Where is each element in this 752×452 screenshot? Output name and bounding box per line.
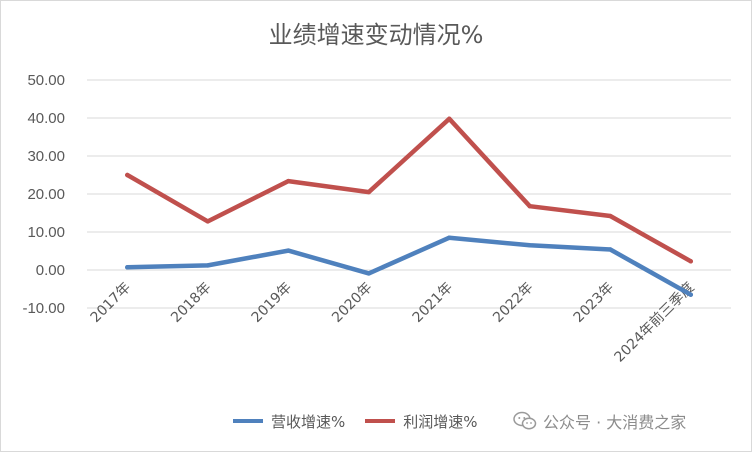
- x-tick-label: 2017年: [88, 280, 134, 326]
- x-tick-label: 2021年: [410, 280, 456, 326]
- data-point[interactable]: [608, 247, 613, 252]
- legend-label-revenue: 营收增速%: [271, 412, 346, 431]
- series-line-revenue[interactable]: [125, 235, 694, 297]
- data-point[interactable]: [447, 235, 452, 240]
- data-point[interactable]: [688, 259, 693, 264]
- x-tick-label: 2018年: [168, 280, 214, 326]
- legend-label-profit: 利润增速%: [403, 412, 478, 431]
- data-point[interactable]: [366, 189, 371, 195]
- data-point[interactable]: [125, 265, 130, 270]
- x-tick-label: 2023年: [571, 280, 617, 326]
- series-line-profit[interactable]: [125, 116, 694, 264]
- y-tick-label: -10.00: [22, 300, 65, 317]
- data-point[interactable]: [447, 116, 452, 121]
- chart-title: 业绩增速变动情况%: [268, 21, 484, 49]
- data-point[interactable]: [527, 203, 532, 209]
- x-tick-label: 2019年: [249, 280, 295, 326]
- data-point[interactable]: [205, 263, 210, 268]
- data-point[interactable]: [688, 292, 693, 297]
- data-point[interactable]: [608, 213, 613, 219]
- data-point[interactable]: [366, 271, 371, 276]
- y-tick-label: 10.00: [27, 224, 65, 241]
- y-tick-label: 30.00: [27, 148, 65, 165]
- y-tick-label: 20.00: [27, 186, 65, 203]
- legend-swatch-revenue: [233, 419, 263, 423]
- x-tick-label: 2020年: [329, 280, 375, 326]
- legend-swatch-profit: [365, 419, 396, 423]
- y-tick-label: 50.00: [27, 72, 65, 89]
- data-point[interactable]: [286, 178, 291, 184]
- watermark: 公众号 · 大消费之家: [513, 409, 686, 433]
- data-point[interactable]: [286, 248, 291, 253]
- legend-item-profit[interactable]: 利润增速%: [365, 411, 478, 432]
- data-point[interactable]: [205, 219, 210, 224]
- data-point[interactable]: [125, 172, 130, 178]
- data-point[interactable]: [527, 243, 532, 248]
- y-tick-label: 40.00: [27, 110, 65, 127]
- x-tick-label: 2022年: [490, 280, 536, 326]
- y-tick-label: 0.00: [36, 262, 65, 279]
- chart-legend: 营收增速% 利润增速%: [233, 409, 478, 433]
- legend-item-revenue[interactable]: 营收增速%: [233, 411, 345, 432]
- wechat-icon: [513, 411, 537, 430]
- watermark-text: 公众号 · 大消费之家: [543, 413, 687, 432]
